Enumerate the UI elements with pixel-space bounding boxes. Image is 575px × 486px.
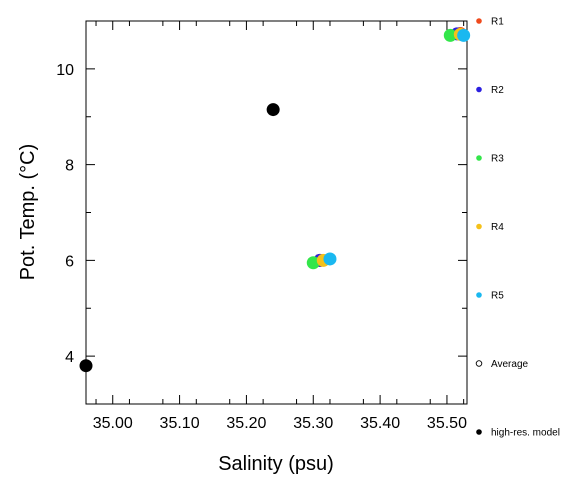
legend-marker xyxy=(476,86,482,93)
legend-label: Average xyxy=(491,359,529,370)
legend-label: R1 xyxy=(491,17,504,28)
legend-label: R3 xyxy=(491,154,504,165)
x-axis-title: Salinity (psu) xyxy=(218,453,334,475)
legend-label: R2 xyxy=(491,85,504,96)
y-tick-label: 4 xyxy=(65,349,74,366)
x-tick-label: 35.30 xyxy=(293,415,333,432)
x-tick-label: 35.10 xyxy=(160,415,200,432)
x-tick-label: 35.50 xyxy=(427,415,467,432)
y-tick-label: 10 xyxy=(56,62,74,79)
legend-label: R4 xyxy=(491,222,504,233)
plot-area xyxy=(85,20,468,405)
data-point-high-res-model xyxy=(79,359,93,373)
axis-ticks: 35.00 35.10 35.20 35.30 35.40 35.50 4 6 8 10 xyxy=(56,20,467,432)
data-point-r3 xyxy=(306,256,320,270)
x-tick-label: 35.00 xyxy=(93,415,133,432)
data-point-high-res-model xyxy=(266,103,280,117)
data-point-r5 xyxy=(323,252,337,266)
legend-marker xyxy=(475,360,483,367)
x-tick-label: 35.40 xyxy=(360,415,400,432)
y-tick-label: 8 xyxy=(65,158,74,175)
legend-marker xyxy=(476,18,482,24)
data-point-r5 xyxy=(457,28,471,42)
legend: R1 R2 R3 R4 R5 Average high-res. model xyxy=(475,17,560,439)
data-points xyxy=(79,26,471,373)
legend-label: R5 xyxy=(491,291,504,302)
legend-marker xyxy=(476,155,482,161)
x-tick-label: 35.20 xyxy=(226,415,266,432)
legend-marker xyxy=(476,292,482,298)
data-point-r3 xyxy=(443,28,457,42)
y-tick-label: 6 xyxy=(65,253,74,270)
legend-marker xyxy=(476,429,482,435)
y-axis-title: Pot. Temp. (°C) xyxy=(17,144,39,281)
legend-marker xyxy=(476,223,482,230)
legend-label: high-res. model xyxy=(491,428,560,439)
